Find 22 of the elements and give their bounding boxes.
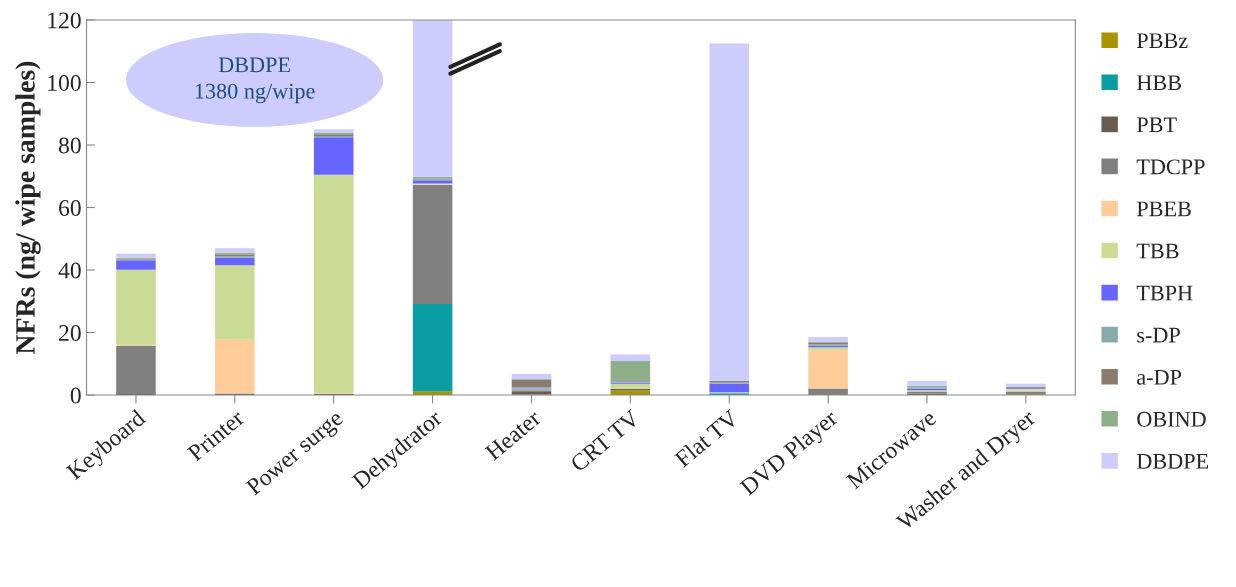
y-tick-label: 100: [48, 74, 81, 91]
legend-label: PBBz: [1136, 33, 1188, 48]
y-tick-label: 80: [58, 137, 81, 154]
y-tick-label: 60: [59, 200, 81, 216]
y-tick-label: 120: [48, 12, 81, 29]
y-tick-label: 40: [58, 262, 81, 279]
y-tick-label: 0: [70, 387, 81, 404]
legend-label: TBPH: [1136, 285, 1193, 301]
legend-label: s-DP: [1137, 327, 1180, 343]
legend-label: PBEB: [1136, 201, 1191, 217]
legend-label: a-DP: [1137, 369, 1182, 385]
legend-label: TDCPP: [1136, 159, 1205, 175]
legend-label: PBT: [1136, 117, 1177, 133]
x-tick-label: Flat TV: [673, 408, 740, 468]
annotation: DBDPE 1380 ng/wipe: [195, 57, 315, 104]
legend-label: TBB: [1136, 243, 1179, 259]
legend-label: OBIND: [1137, 411, 1206, 427]
legend-label: HBB: [1136, 75, 1181, 91]
y-axis-title: NFRs (ng/ wipe samples): [15, 61, 41, 354]
y-tick-label: 20: [59, 325, 81, 341]
legend-label: DBDPE: [1136, 454, 1209, 469]
x-tick-label: CRT TV: [569, 408, 641, 473]
